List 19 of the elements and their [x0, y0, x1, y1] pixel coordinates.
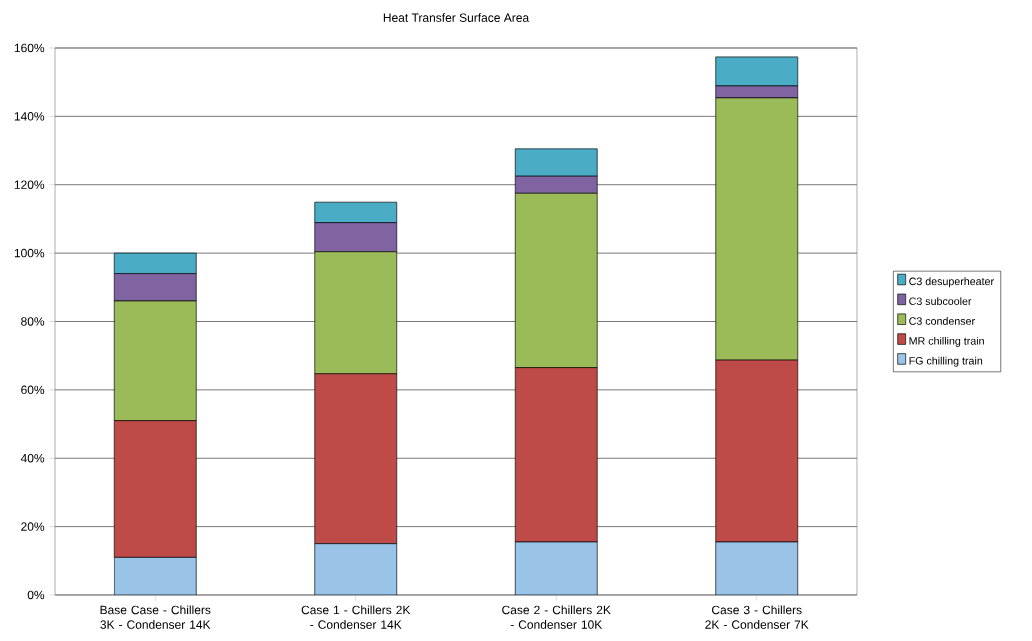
chart-title: Heat Transfer Surface Area — [383, 13, 530, 22]
y-tick-label: 100% — [14, 248, 45, 258]
x-tick-label: Base Case - Chillers 3K - Condenser 14K — [100, 605, 211, 629]
y-tick-label: 0% — [27, 590, 45, 600]
y-tick-label: 60% — [21, 385, 45, 395]
y-tick-label: 120% — [14, 180, 45, 189]
y-tick-label: 140% — [14, 112, 45, 121]
x-tick-label: Case 1 - Chillers 2K - Condenser 14K — [301, 605, 411, 629]
legend-label: C3 subcooler — [909, 297, 972, 305]
legend-label: C3 desuperheater — [909, 277, 994, 288]
x-tick-label: Case 2 - Chillers 2K - Condenser 10K — [502, 605, 611, 629]
y-tick-label: 80% — [21, 317, 45, 326]
legend-label: FG chilling train — [909, 356, 983, 367]
y-tick-label: 40% — [20, 453, 45, 463]
legend-label: MR chilling train — [909, 336, 984, 347]
legend-label: C3 condenser — [909, 317, 975, 325]
x-tick-label: Case 3 - Chillers 2K - Condenser 7K — [705, 605, 809, 629]
y-tick-label: 20% — [21, 522, 45, 531]
y-tick-label: 160% — [14, 43, 45, 53]
